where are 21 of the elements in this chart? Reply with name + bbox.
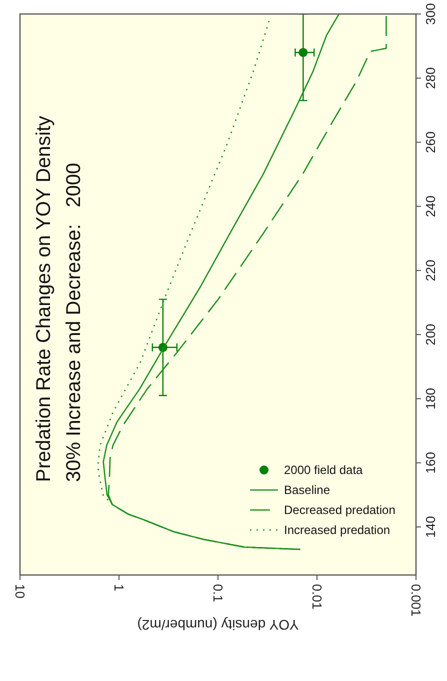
y-tick-label: 280 — [423, 67, 438, 89]
y-tick-label: 240 — [423, 195, 438, 218]
x-tick-label: 0.001 — [408, 584, 424, 617]
y-tick-label: 260 — [423, 131, 438, 154]
x-tick-label: 1 — [111, 584, 126, 592]
x-tick-label: 0.01 — [309, 584, 324, 610]
legend-label: 2000 field data — [284, 463, 364, 477]
y-tick-label: 220 — [423, 260, 438, 282]
x-axis-title: YOY density (number/m2) — [137, 617, 299, 633]
y-tick-label: 160 — [423, 452, 438, 474]
text: Predation Rate Changes on YOY Density — [33, 116, 55, 482]
y-tick-label: 140 — [423, 516, 438, 538]
x-tick-label: 0.1 — [210, 584, 226, 602]
y-tick-label: 180 — [423, 388, 438, 410]
text: 30% Increase and Decrease: 2000 — [63, 162, 85, 482]
legend-label: Decreased predation — [284, 503, 396, 517]
y-tick-label: 200 — [423, 324, 438, 346]
x-tick-label: 10 — [12, 584, 28, 598]
legend-label: Baseline — [284, 483, 330, 497]
y-tick-label: 300 — [423, 3, 438, 25]
legend-label: Increased predation — [284, 523, 390, 537]
